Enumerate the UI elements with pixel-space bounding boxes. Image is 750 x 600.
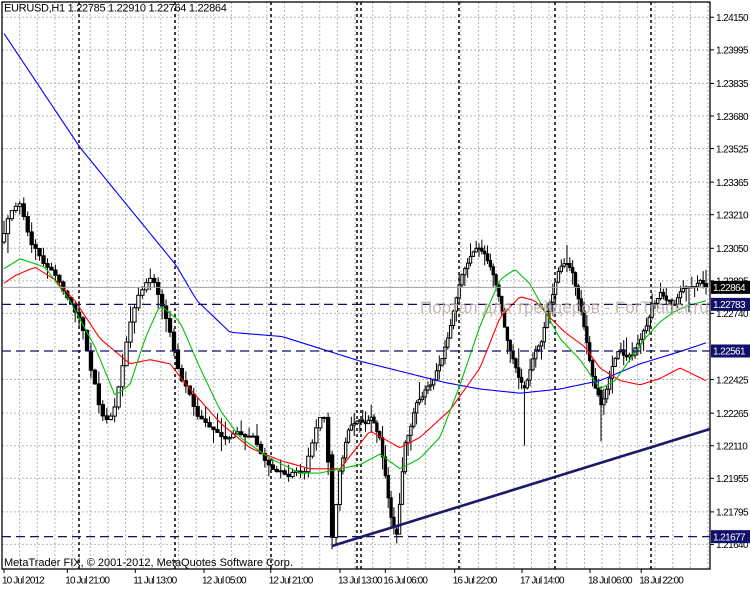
svg-text:1.23365: 1.23365 [716,178,749,189]
svg-text:12 Jul 21:00: 12 Jul 21:00 [269,576,314,587]
svg-text:18 Jul 22:00: 18 Jul 22:00 [639,576,684,587]
svg-text:EURUSD,H1 1.22785 1.22910 1.: EURUSD,H1 1.22785 1.22910 1.22764 1.2286… [4,3,227,15]
svg-text:1.21795: 1.21795 [716,508,749,519]
svg-text:1.21955: 1.21955 [716,474,749,485]
svg-text:1.23995: 1.23995 [716,46,749,57]
svg-text:MetaTrader FIX, © 2001-2012, M: MetaTrader FIX, © 2001-2012, MetaQuotes … [4,557,293,569]
svg-text:1.22110: 1.22110 [716,442,748,453]
svg-text:17 Jul 14:00: 17 Jul 14:00 [520,576,565,587]
svg-text:1.23050: 1.23050 [716,244,749,255]
svg-text:12 Jul 05:00: 12 Jul 05:00 [202,576,247,587]
svg-text:1.23210: 1.23210 [716,210,749,221]
svg-text:18 Jul 06:00: 18 Jul 06:00 [588,576,633,587]
svg-text:1.22561: 1.22561 [713,347,746,358]
svg-text:11 Jul 13:00: 11 Jul 13:00 [133,576,177,587]
svg-text:13 Jul 13:00: 13 Jul 13:00 [338,576,383,587]
svg-text:1.23680: 1.23680 [716,112,749,123]
svg-text:10 Jul 21:00: 10 Jul 21:00 [65,576,110,587]
svg-text:1.22425: 1.22425 [716,375,749,386]
svg-text:1.22783: 1.22783 [713,300,746,311]
svg-text:10 Jul 2012: 10 Jul 2012 [2,576,45,587]
svg-text:1.21677: 1.21677 [713,532,746,543]
svg-text:Портал для трейдеров - ForTrad: Портал для трейдеров - ForTrader.ru [420,298,709,317]
svg-text:16 Jul 06:00: 16 Jul 06:00 [383,576,428,587]
svg-text:1.23835: 1.23835 [716,79,749,90]
svg-text:16 Jul 22:00: 16 Jul 22:00 [453,576,498,587]
svg-text:1.22864: 1.22864 [713,283,746,294]
svg-text:1.23525: 1.23525 [716,144,749,155]
svg-text:1.24150: 1.24150 [716,13,749,24]
svg-text:1.22265: 1.22265 [716,409,749,420]
